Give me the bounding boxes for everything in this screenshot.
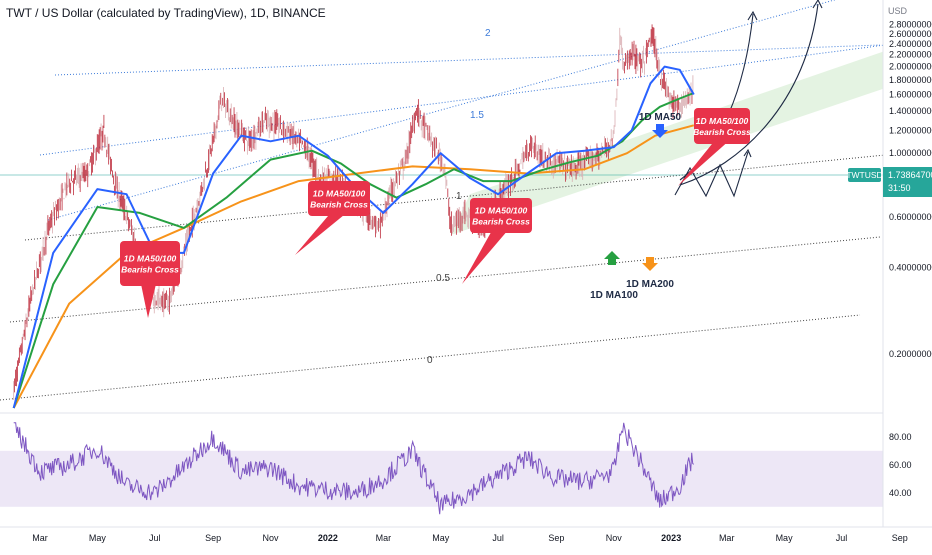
- price-axis-unit: USD: [888, 6, 908, 16]
- channel-level-label: 0.5: [436, 273, 450, 284]
- time-tick-label: Sep: [548, 533, 564, 543]
- channel-line-1: [24, 154, 886, 241]
- time-tick-label: Jul: [836, 533, 848, 543]
- projection-arrowhead: [747, 10, 758, 21]
- bubble-pointer: [295, 214, 346, 255]
- ma200-label: 1D MA200: [626, 279, 674, 290]
- price-tick-label: 1.60000000: [889, 90, 932, 100]
- price-axis: [883, 0, 932, 550]
- price-tag: [883, 167, 932, 197]
- rsi-tick-label: 80.00: [889, 432, 912, 442]
- channel-level-label: 0: [427, 355, 433, 366]
- time-tick-label: Nov: [606, 533, 623, 543]
- price-tag-value: 1.73864700: [888, 170, 932, 180]
- uptrend-channel-zone: [451, 48, 894, 235]
- symbol-tag-label: TWTUSD: [846, 170, 882, 180]
- channel-level-label: 2: [485, 28, 491, 39]
- channel-line-2: [47, 0, 837, 221]
- channel-line-1-5: [39, 44, 886, 156]
- rsi-line: [13, 422, 695, 515]
- bubble-box: [694, 108, 750, 144]
- time-tick-label: May: [432, 533, 450, 543]
- price-tick-label: 0.40000000: [889, 263, 932, 273]
- time-tick-label: 2022: [318, 533, 338, 543]
- ma100-label: 1D MA100: [590, 290, 638, 301]
- time-tick-label: Mar: [376, 533, 392, 543]
- time-tick-label: May: [89, 533, 107, 543]
- price-tick-label: 1.20000000: [889, 125, 932, 135]
- bubble-line-1: 1D MA50/100: [475, 206, 528, 216]
- time-tick-label: 2023: [661, 533, 681, 543]
- bubble-box: [470, 198, 532, 233]
- ma50-label: 1D MA50: [639, 112, 682, 123]
- price-tick-label: 1.80000000: [889, 75, 932, 85]
- price-tick-label: 2.60000000: [889, 29, 932, 39]
- time-tick-label: Jul: [492, 533, 504, 543]
- channel-level-label: 1: [456, 191, 462, 202]
- symbol-tag: [848, 168, 881, 182]
- bubble-line-1: 1D MA50/100: [313, 189, 366, 199]
- time-tick-label: Sep: [892, 533, 908, 543]
- ma200-arrow: [642, 257, 658, 271]
- channel-line-0: [0, 314, 861, 401]
- price-tick-label: 0.60000000: [889, 212, 932, 222]
- bubble-line-1: 1D MA50/100: [696, 116, 749, 126]
- bubble-line-2: Bearish Cross: [121, 265, 179, 275]
- bubble-pointer: [462, 231, 508, 284]
- price-tag-countdown: 31:50: [888, 183, 911, 193]
- price-tick-label: 0.20000000: [889, 349, 932, 359]
- price-tick-label: 2.20000000: [889, 50, 932, 60]
- price-tick-label: 1.00000000: [889, 148, 932, 158]
- projection-arrowhead: [812, 0, 823, 9]
- bubble-pointer: [678, 142, 728, 186]
- bubble-line-2: Bearish Cross: [310, 200, 368, 210]
- channel-level-label: 1.5: [470, 110, 484, 121]
- bubble-line-2: Bearish Cross: [693, 127, 751, 137]
- bubble-pointer: [141, 284, 156, 318]
- time-tick-label: Mar: [32, 533, 48, 543]
- price-tick-label: 2.00000000: [889, 62, 932, 72]
- price-tick-label: 2.80000000: [889, 20, 932, 30]
- projection-path-2: [679, 3, 819, 186]
- channel-line-1-75: [54, 44, 881, 76]
- bubble-line-1: 1D MA50/100: [124, 254, 177, 264]
- time-tick-label: Nov: [262, 533, 279, 543]
- projection-arrowhead: [743, 148, 752, 158]
- rsi-tick-label: 40.00: [889, 488, 912, 498]
- time-tick-label: Mar: [719, 533, 735, 543]
- time-tick-label: Jul: [149, 533, 161, 543]
- projection-zigzag: [674, 151, 749, 198]
- price-tick-label: 1.40000000: [889, 106, 932, 116]
- ma50-arrow: [652, 124, 668, 138]
- chart-title: TWT / US Dollar (calculated by TradingVi…: [6, 6, 326, 20]
- time-tick-label: Sep: [205, 533, 221, 543]
- ma100-arrow: [604, 251, 620, 265]
- rsi-tick-label: 60.00: [889, 460, 912, 470]
- time-tick-label: May: [776, 533, 794, 543]
- bubble-line-2: Bearish Cross: [472, 217, 530, 227]
- price-tick-label: 2.40000000: [889, 39, 932, 49]
- bubble-box: [308, 181, 370, 216]
- bubble-box: [120, 241, 180, 286]
